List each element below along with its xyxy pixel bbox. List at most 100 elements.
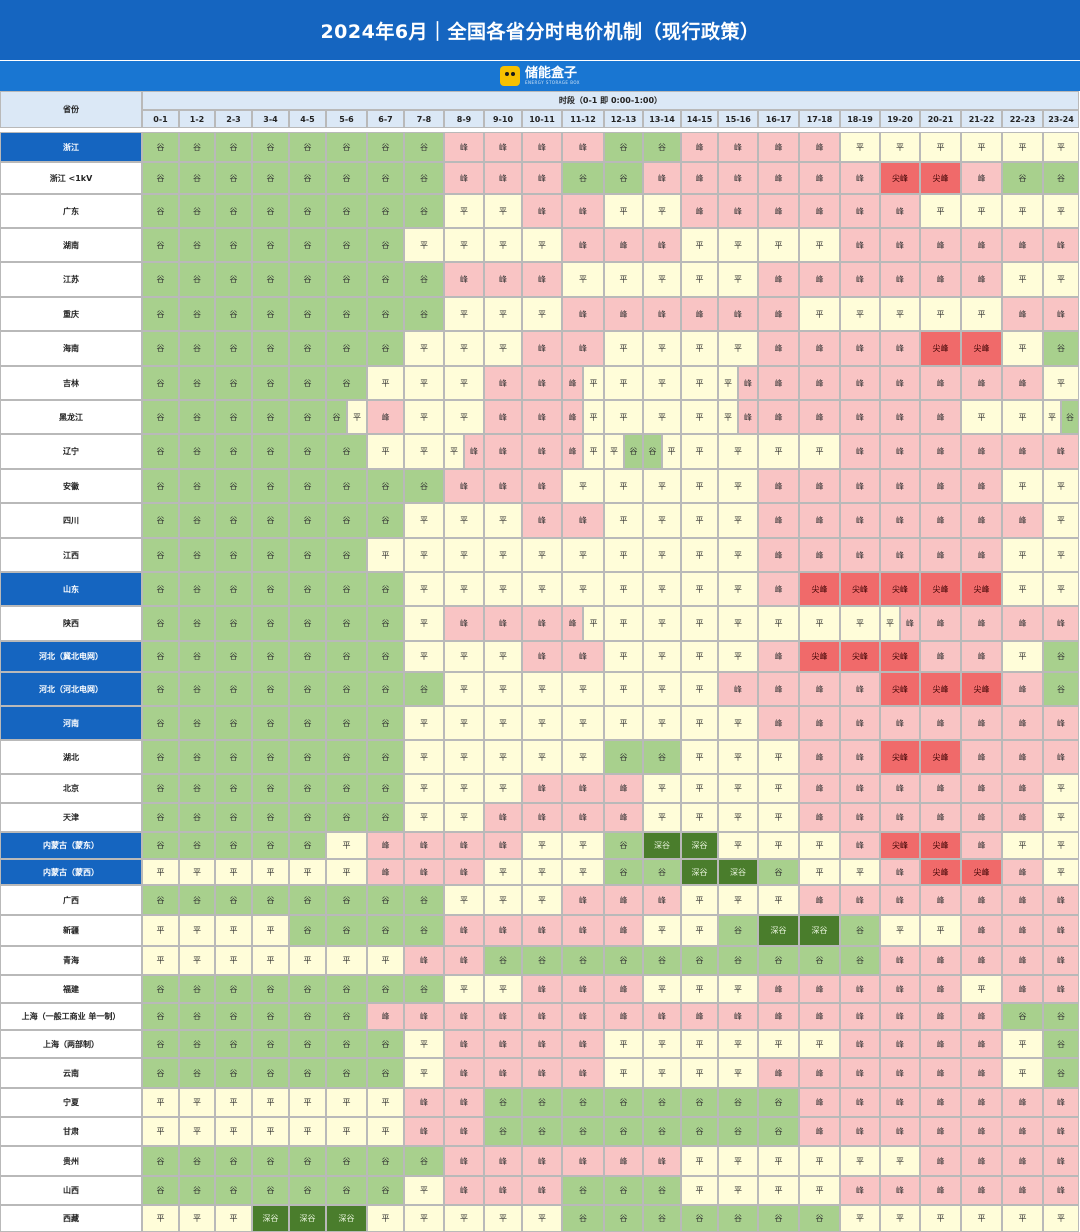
cell-flat: 平 <box>252 915 289 946</box>
cell-valley: 谷 <box>179 400 215 434</box>
cell-peak: 峰 <box>840 400 880 434</box>
cell-peak: 峰 <box>840 469 880 503</box>
cell-flat: 平 <box>643 262 681 297</box>
cell-valley: 谷 <box>142 803 179 832</box>
cell-flat: 平 <box>643 774 681 803</box>
cell-flat: 平 <box>799 859 840 885</box>
cell-peak: 峰 <box>562 1146 604 1176</box>
cell-valley: 谷 <box>289 1058 326 1088</box>
cell-flat: 平 <box>179 1205 215 1232</box>
cell-flat: 平 <box>522 832 562 859</box>
cell-sharp-peak: 尖峰 <box>920 331 961 366</box>
cell-peak: 峰 <box>367 1003 404 1030</box>
cell-valley: 谷 <box>179 1003 215 1030</box>
cell-valley: 谷 <box>252 641 289 672</box>
hour-header: 17-18 <box>799 110 840 128</box>
cell-valley: 谷 <box>367 774 404 803</box>
cell-flat: 平 <box>367 946 404 975</box>
cell-peak: 峰 <box>961 228 1002 262</box>
cell-flat: 平 <box>522 1205 562 1232</box>
cell-valley: 谷 <box>289 740 326 774</box>
cell-flat: 平 <box>404 538 444 572</box>
cell-peak: 峰 <box>840 162 880 194</box>
cell-peak: 峰 <box>522 641 562 672</box>
cell-peak: 峰 <box>604 1146 643 1176</box>
cell-flat: 平 <box>347 400 367 434</box>
cell-flat: 平 <box>681 641 718 672</box>
province-name: 吉林 <box>0 366 142 400</box>
cell-valley: 谷 <box>367 297 404 331</box>
cell-peak: 峰 <box>758 331 799 366</box>
cell-flat: 平 <box>681 1030 718 1058</box>
cell-valley: 谷 <box>604 132 643 162</box>
cell-valley: 谷 <box>252 503 289 538</box>
cell-flat: 平 <box>289 946 326 975</box>
cell-valley: 谷 <box>367 162 404 194</box>
cell-flat: 平 <box>444 885 484 915</box>
cell-peak: 峰 <box>522 331 562 366</box>
cell-valley: 谷 <box>326 915 367 946</box>
cell-flat: 平 <box>252 1088 289 1117</box>
cell-peak: 峰 <box>1002 228 1043 262</box>
cell-flat: 平 <box>604 503 643 538</box>
cell-sharp-peak: 尖峰 <box>920 859 961 885</box>
cell-peak: 峰 <box>522 803 562 832</box>
cell-valley: 谷 <box>179 132 215 162</box>
hour-header: 13-14 <box>643 110 681 128</box>
hour-header: 7-8 <box>404 110 444 128</box>
cell-flat: 平 <box>799 434 840 469</box>
cell-valley: 谷 <box>758 946 799 975</box>
cell-valley: 谷 <box>142 774 179 803</box>
cell-valley: 谷 <box>643 132 681 162</box>
hour-header: 21-22 <box>961 110 1002 128</box>
cell-flat: 平 <box>681 228 718 262</box>
cell-valley: 谷 <box>643 946 681 975</box>
cell-peak: 峰 <box>840 1117 880 1146</box>
cell-valley: 谷 <box>289 975 326 1003</box>
cell-valley: 谷 <box>252 1176 289 1205</box>
cell-peak: 峰 <box>484 400 522 434</box>
cell-peak: 峰 <box>920 641 961 672</box>
cell-flat: 平 <box>604 331 643 366</box>
cell-flat: 平 <box>681 774 718 803</box>
cell-peak: 峰 <box>758 641 799 672</box>
cell-peak: 峰 <box>840 975 880 1003</box>
cell-flat: 平 <box>1002 1030 1043 1058</box>
cell-peak: 峰 <box>1043 297 1079 331</box>
cell-peak: 峰 <box>840 538 880 572</box>
cell-valley: 谷 <box>326 503 367 538</box>
cell-peak: 峰 <box>522 975 562 1003</box>
cell-sharp-peak: 尖峰 <box>961 672 1002 706</box>
cell-valley: 谷 <box>252 400 289 434</box>
cell-flat: 平 <box>758 1176 799 1205</box>
cell-valley: 谷 <box>643 859 681 885</box>
cell-valley: 谷 <box>179 672 215 706</box>
cell-flat: 平 <box>840 132 880 162</box>
cell-peak: 峰 <box>880 228 920 262</box>
cell-valley: 谷 <box>289 538 326 572</box>
cell-flat: 平 <box>484 297 522 331</box>
cell-valley: 谷 <box>289 915 326 946</box>
cell-valley: 谷 <box>681 1117 718 1146</box>
cell-valley: 谷 <box>289 400 326 434</box>
cell-flat: 平 <box>718 503 758 538</box>
cell-peak: 峰 <box>1043 1146 1079 1176</box>
cell-valley: 谷 <box>179 606 215 641</box>
cell-peak: 峰 <box>880 1058 920 1088</box>
cell-peak: 峰 <box>681 194 718 228</box>
province-name: 辽宁 <box>0 434 142 469</box>
hour-header: 12-13 <box>604 110 643 128</box>
cell-peak: 峰 <box>920 262 961 297</box>
cell-flat: 平 <box>404 503 444 538</box>
cell-peak: 峰 <box>920 946 961 975</box>
cell-valley: 谷 <box>326 606 367 641</box>
cell-peak: 峰 <box>920 885 961 915</box>
cell-valley: 谷 <box>215 503 252 538</box>
cell-peak: 峰 <box>738 366 758 400</box>
cell-flat: 平 <box>522 859 562 885</box>
cell-valley: 谷 <box>179 975 215 1003</box>
cell-flat: 平 <box>681 740 718 774</box>
cell-valley: 谷 <box>326 1030 367 1058</box>
province-name: 山西 <box>0 1176 142 1205</box>
cell-peak: 峰 <box>880 503 920 538</box>
